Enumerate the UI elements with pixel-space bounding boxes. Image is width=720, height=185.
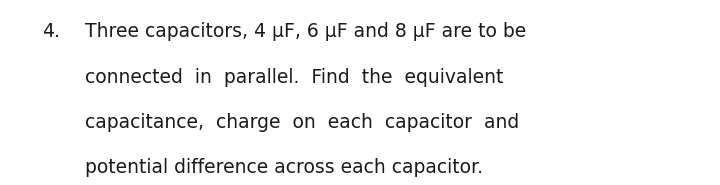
Text: Three capacitors, 4 μF, 6 μF and 8 μF are to be: Three capacitors, 4 μF, 6 μF and 8 μF ar…: [85, 22, 526, 41]
Text: 4.: 4.: [42, 22, 60, 41]
Text: potential difference across each capacitor.: potential difference across each capacit…: [85, 158, 483, 177]
Text: connected  in  parallel.  Find  the  equivalent: connected in parallel. Find the equivale…: [85, 68, 503, 87]
Text: capacitance,  charge  on  each  capacitor  and: capacitance, charge on each capacitor an…: [85, 113, 519, 132]
